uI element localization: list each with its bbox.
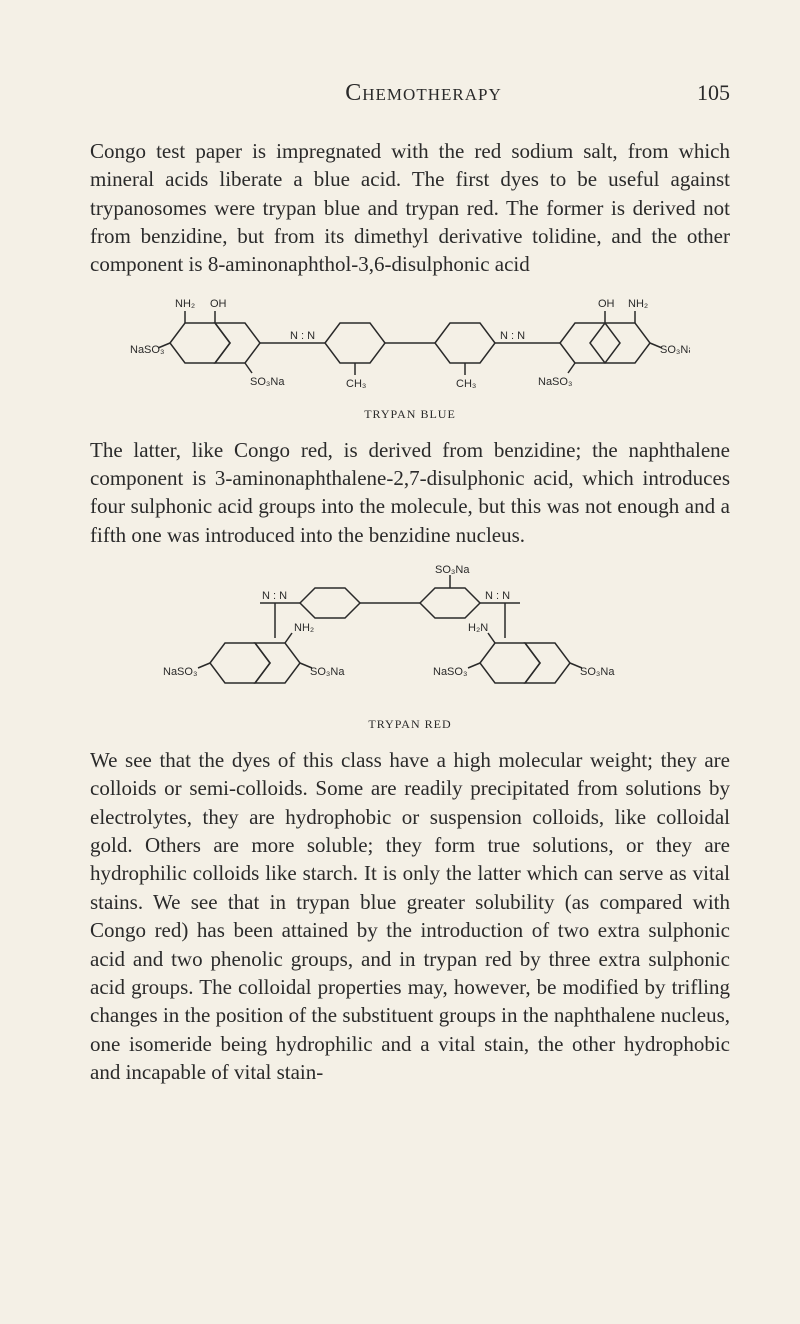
paragraph-2: The latter, like Congo red, is derived f…	[90, 436, 730, 549]
trypan-blue-structure: NH₂ OH OH NH₂ NaSO₃ SO₃Na CH₃ CH₃ NaSO₃ …	[130, 293, 690, 403]
page-number: 105	[697, 80, 730, 106]
label-naso3-right2: NaSO₃	[433, 666, 467, 678]
trypan-blue-diagram: NH₂ OH OH NH₂ NaSO₃ SO₃Na CH₃ CH₃ NaSO₃ …	[90, 293, 730, 422]
page-header: Chemotherapy 105	[90, 80, 730, 107]
trypan-blue-caption: TRYPAN BLUE	[90, 407, 730, 422]
label-nh2: NH₂	[294, 622, 314, 634]
label-ch3-left: CH₃	[346, 378, 366, 390]
label-oh-right: OH	[598, 298, 615, 310]
label-oh-left: OH	[210, 298, 227, 310]
label-h2n: H₂N	[468, 622, 488, 634]
label-so3na-right: SO₃Na	[660, 344, 690, 356]
chapter-title: Chemotherapy	[150, 80, 697, 107]
trypan-red-structure: SO₃Na N : N N : N NH₂ H₂N NaSO₃ SO₃Na Na…	[160, 563, 660, 713]
label-nn-right2: N : N	[485, 590, 510, 602]
trypan-red-caption: TRYPAN RED	[90, 717, 730, 732]
label-so3na-left2: SO₃Na	[310, 666, 345, 678]
label-nh2-left: NH₂	[175, 298, 195, 310]
label-naso3-left2: NaSO₃	[163, 666, 197, 678]
label-so3na-top: SO₃Na	[435, 564, 470, 576]
label-nn-left: N : N	[290, 330, 315, 342]
label-nn-right: N : N	[500, 330, 525, 342]
label-so3na-right2: SO₃Na	[580, 666, 615, 678]
label-naso3-left: NaSO₃	[130, 344, 164, 356]
trypan-red-diagram: SO₃Na N : N N : N NH₂ H₂N NaSO₃ SO₃Na Na…	[90, 563, 730, 732]
paragraph-1: Congo test paper is impregnated with the…	[90, 137, 730, 279]
paragraph-3: We see that the dyes of this class have …	[90, 746, 730, 1086]
label-nn-left2: N : N	[262, 590, 287, 602]
label-nh2-right: NH₂	[628, 298, 648, 310]
label-so3na-left: SO₃Na	[250, 376, 285, 388]
label-ch3-right: CH₃	[456, 378, 476, 390]
label-naso3-right: NaSO₃	[538, 376, 572, 388]
